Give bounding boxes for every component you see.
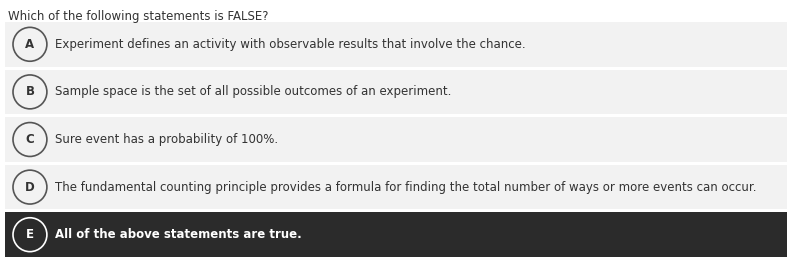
FancyBboxPatch shape (5, 70, 787, 114)
Text: D: D (25, 181, 35, 194)
Ellipse shape (13, 75, 47, 109)
FancyBboxPatch shape (5, 117, 787, 162)
Text: E: E (26, 228, 34, 241)
Text: The fundamental counting principle provides a formula for finding the total numb: The fundamental counting principle provi… (55, 181, 756, 194)
FancyBboxPatch shape (5, 22, 787, 67)
FancyBboxPatch shape (5, 212, 787, 257)
Text: Experiment defines an activity with observable results that involve the chance.: Experiment defines an activity with obse… (55, 38, 526, 51)
Text: A: A (25, 38, 35, 51)
Ellipse shape (13, 123, 47, 157)
Text: B: B (25, 85, 34, 98)
Text: Which of the following statements is FALSE?: Which of the following statements is FAL… (8, 10, 268, 23)
Text: C: C (25, 133, 34, 146)
FancyBboxPatch shape (5, 165, 787, 209)
Text: All of the above statements are true.: All of the above statements are true. (55, 228, 302, 241)
Text: Sure event has a probability of 100%.: Sure event has a probability of 100%. (55, 133, 278, 146)
Ellipse shape (13, 27, 47, 61)
Ellipse shape (13, 218, 47, 252)
Ellipse shape (13, 170, 47, 204)
Text: Sample space is the set of all possible outcomes of an experiment.: Sample space is the set of all possible … (55, 85, 451, 98)
